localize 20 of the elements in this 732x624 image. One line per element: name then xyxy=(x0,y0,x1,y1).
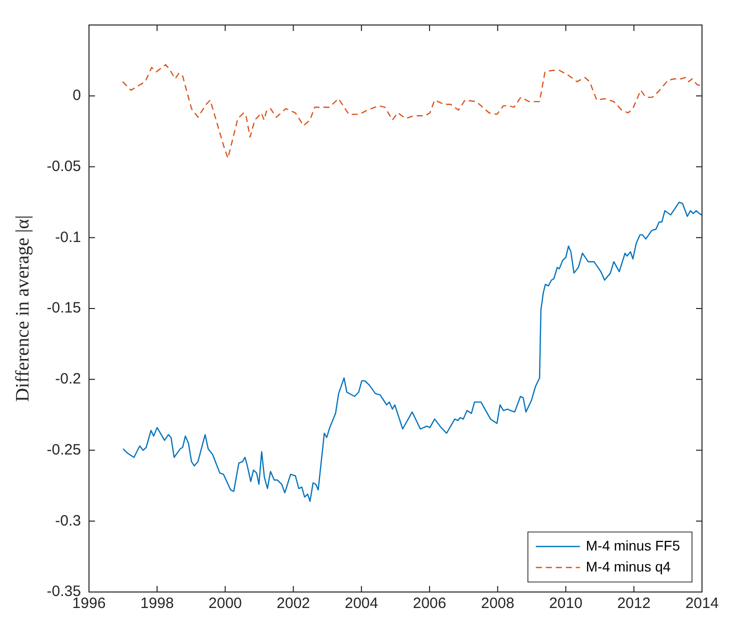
legend-label: M-4 minus q4 xyxy=(586,558,671,574)
y-tick-label: -0.15 xyxy=(46,300,81,317)
x-tick-label: 2004 xyxy=(344,595,378,612)
x-tick-label: 2002 xyxy=(276,595,310,612)
y-tick-label: -0.3 xyxy=(55,512,81,530)
x-tick-label: 2000 xyxy=(208,595,242,612)
y-tick-label: -0.2 xyxy=(55,370,81,388)
line-series xyxy=(122,64,702,159)
y-tick-label: -0.25 xyxy=(46,441,81,458)
y-tick-label: 0 xyxy=(72,87,81,104)
x-tick-label: 2006 xyxy=(412,595,446,612)
x-tick-label: 1998 xyxy=(140,595,174,612)
x-tick-label: 2010 xyxy=(549,595,582,612)
y-axis-title: Difference in average |α| xyxy=(12,215,34,402)
legend-label: M-4 minus FF5 xyxy=(586,537,680,554)
x-tick-label: 2008 xyxy=(480,595,514,612)
x-tick-label: 2012 xyxy=(617,595,651,612)
x-tick-label: 2014 xyxy=(685,595,719,612)
y-tick-label: -0.1 xyxy=(55,228,81,246)
y-tick-label: -0.05 xyxy=(46,158,81,175)
